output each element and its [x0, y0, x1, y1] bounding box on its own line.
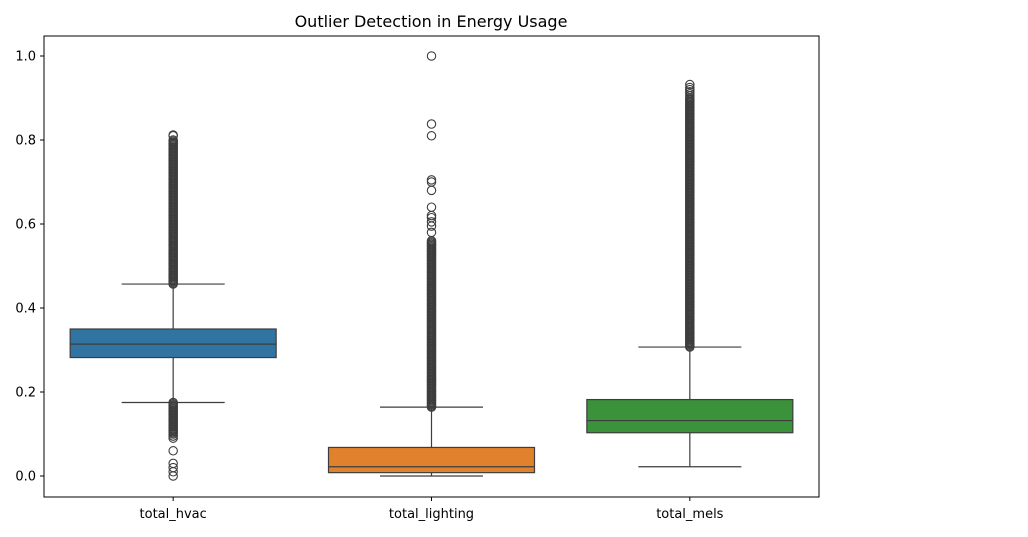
outlier-point — [426, 131, 437, 141]
outlier-point — [168, 431, 178, 441]
outlier-point — [168, 458, 178, 469]
outlier-point — [685, 79, 695, 90]
box-group-total-hvac — [69, 130, 277, 481]
x-tick-label: total_mels — [656, 507, 723, 522]
y-tick-label: 1.0 — [15, 50, 36, 65]
outlier-point — [426, 202, 437, 212]
y-tick-label: 0.0 — [15, 470, 36, 485]
outlier-point — [426, 119, 437, 129]
y-tick-label: 0.2 — [15, 386, 36, 401]
outlier-point — [168, 130, 178, 140]
outlier-point — [685, 82, 695, 93]
x-axis: total_hvac total_lighting total_mels — [140, 497, 724, 522]
box-group-total-lighting — [327, 51, 536, 477]
x-tick-label: total_hvac — [140, 507, 207, 522]
x-tick-label: total_lighting — [389, 507, 474, 522]
outlier-point — [426, 175, 437, 185]
y-tick-label: 0.8 — [15, 134, 36, 149]
chart-title: Outlier Detection in Energy Usage — [295, 12, 568, 31]
outlier-point — [168, 397, 178, 408]
outlier-point — [426, 210, 437, 221]
outlier-point — [426, 217, 437, 227]
iqr-box — [69, 328, 277, 359]
y-tick-label: 0.6 — [15, 218, 36, 233]
y-tick-label: 0.4 — [15, 302, 36, 317]
outlier-point — [426, 177, 437, 187]
plot-area — [69, 51, 794, 481]
outlier-point — [168, 135, 178, 145]
outlier-point — [168, 446, 178, 456]
outlier-point — [426, 51, 437, 61]
y-axis: 0.0 0.2 0.4 0.6 0.8 1.0 — [15, 50, 44, 485]
outlier-point — [426, 185, 437, 196]
iqr-box — [327, 446, 536, 474]
outlier-point — [426, 227, 437, 238]
box-group-total-mels — [586, 79, 794, 468]
iqr-box — [586, 398, 794, 434]
outlier-point — [168, 462, 178, 473]
